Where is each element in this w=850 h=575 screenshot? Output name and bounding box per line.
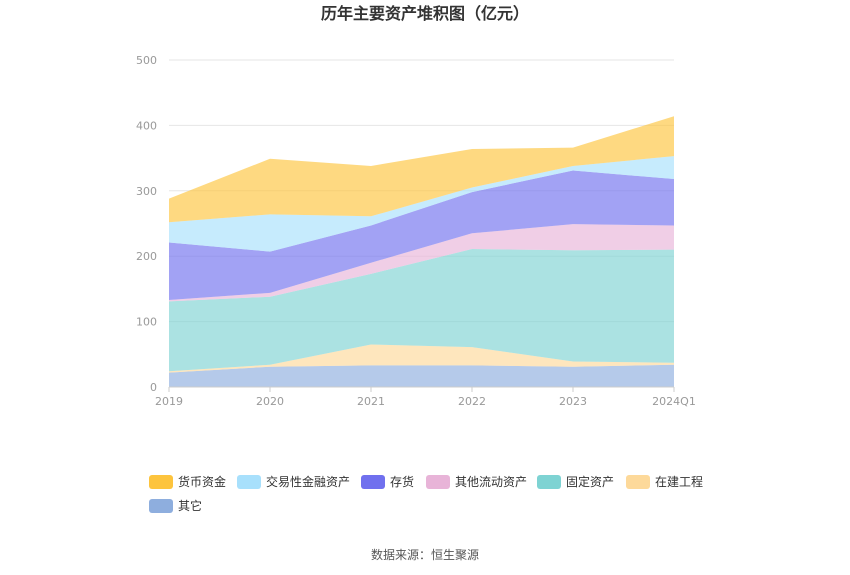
legend-swatch [237,475,261,489]
area-4 [169,170,674,301]
legend-item[interactable]: 货币资金 [149,474,226,489]
legend-swatch [149,475,173,489]
legend-label: 固定资产 [566,474,614,489]
axes: 0 100 200 300 400 500 2019 2020 2021 2022 2023 2024… [136,54,696,408]
legend-label: 存货 [390,474,414,489]
x-tick-label: 2024Q1 [652,395,696,408]
area-series [169,116,674,387]
area-5 [169,156,674,252]
area-3 [169,224,674,302]
legend-label: 其他流动资产 [455,475,527,489]
y-tick-label: 500 [136,54,157,67]
legend-label: 在建工程 [655,474,703,489]
chart-title: 历年主要资产堆积图（亿元） [321,4,529,23]
area-0 [169,364,674,387]
legend-item[interactable]: 其他流动资产 [426,475,527,489]
area-6 [169,116,674,223]
y-tick-label: 400 [136,119,157,132]
legend-label: 其它 [178,498,202,513]
legend-swatch [149,499,173,513]
x-tick-label: 2019 [155,395,183,408]
x-tick-label: 2021 [357,395,385,408]
legend-item[interactable]: 在建工程 [626,474,703,489]
y-tick-label: 0 [150,381,157,394]
area-2 [169,249,674,372]
y-tick-label: 100 [136,316,157,329]
data-source: 数据来源：恒生聚源 [371,547,479,562]
area-1 [169,344,674,373]
legend-swatch [626,475,650,489]
legend-item[interactable]: 其它 [149,498,202,513]
legend-label: 交易性金融资产 [266,474,350,489]
legend-swatch [426,475,450,489]
legend-item[interactable]: 存货 [361,474,414,489]
x-tick-label: 2023 [559,395,587,408]
legend-item[interactable]: 固定资产 [537,474,614,489]
x-tick-label: 2022 [458,395,486,408]
legend-item[interactable]: 交易性金融资产 [237,474,350,489]
legend-label: 货币资金 [178,474,226,489]
legend-swatch [361,475,385,489]
legend-swatch [537,475,561,489]
x-tick-label: 2020 [256,395,284,408]
y-tick-label: 300 [136,185,157,198]
y-tick-label: 200 [136,250,157,263]
